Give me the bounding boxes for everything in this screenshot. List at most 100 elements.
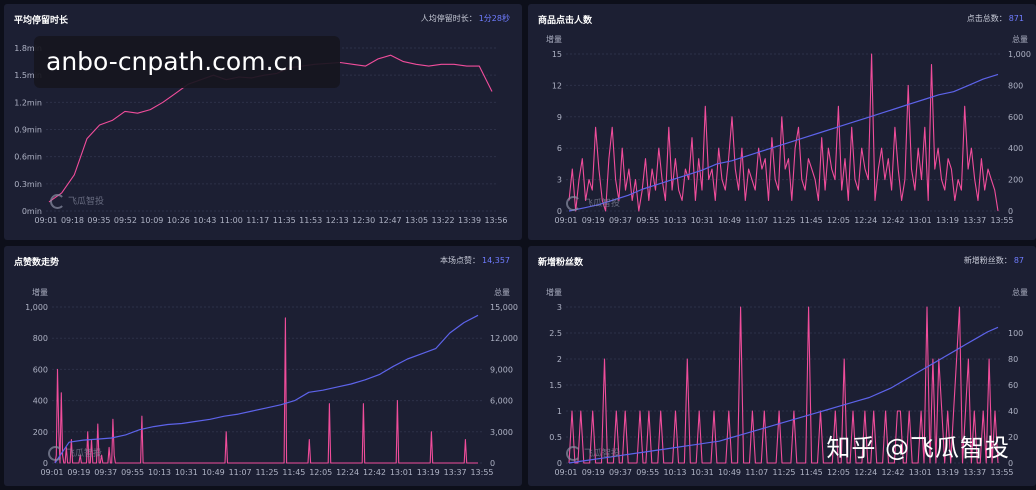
x-tick-label: 12:30 [352, 216, 375, 225]
x-tick-label: 13:01 [909, 468, 932, 477]
zhihu-credit: 知乎 @飞瓜智投 [826, 434, 1010, 462]
panel-stat: 新增粉丝数： 87 [964, 255, 1024, 266]
product-click-panel: 商品点击人数 点击总数： 871 0 0 3 200 6 400 9 600 12 800 15 1,0… [528, 4, 1036, 240]
avg-stay-chart: 0min 0.3min 0.6min 0.9min 1.2min 1.5min 1.8min… [14, 44, 507, 225]
url-watermark-banner: anbo-cnpath.com.cn [34, 36, 340, 88]
stat-value: 14,357 [482, 256, 510, 265]
x-tick-label: 10:49 [202, 468, 225, 477]
panel-stat: 点击总数： 871 [967, 13, 1024, 24]
x-tick-label: 11:25 [772, 468, 795, 477]
y2-tick-label: 0 [1008, 207, 1013, 216]
x-tick-label: 13:05 [405, 216, 428, 225]
y-tick-label: 200 [33, 428, 48, 437]
x-tick-label: 10:49 [718, 468, 741, 477]
x-tick-label: 09:37 [609, 468, 632, 477]
x-tick-label: 09:37 [609, 216, 632, 225]
stat-label: 本场点赞： [440, 256, 480, 265]
x-tick-label: 11:53 [299, 216, 322, 225]
x-tick-label: 13:55 [990, 468, 1013, 477]
x-tick-label: 09:35 [87, 216, 110, 225]
new-fans-chart: 0 0 0.5 20 1 40 1.5 60 2 80 2.5 100 3 增量 总量 09:01 09:19 0… [546, 287, 1028, 477]
x-tick-label: 13:37 [963, 468, 986, 477]
y2-tick-label: 100 [1008, 329, 1023, 338]
x-tick-label: 09:55 [121, 468, 144, 477]
right-axis-title: 总量 [1012, 287, 1028, 297]
x-tick-label: 11:45 [800, 216, 823, 225]
x-tick-label: 12:13 [326, 216, 349, 225]
stat-label: 新增粉丝数： [963, 256, 1012, 265]
y2-tick-label: 800 [1008, 81, 1023, 90]
y-tick-label: 1.2min [14, 98, 42, 107]
likes-trend-chart: 0 0 200 3,000 400 6,000 600 9,000 800 12,000 1,000… [25, 287, 518, 477]
y2-tick-label: 12,000 [490, 334, 518, 343]
likes-trend-panel: 点赞数走势 本场点赞： 14,357 0 0 200 3,000 400 6,000 600 9… [4, 246, 522, 486]
x-tick-label: 11:07 [745, 216, 768, 225]
y2-tick-label: 0 [490, 459, 495, 468]
y2-tick-label: 15,000 [490, 303, 518, 312]
y2-tick-label: 20 [1008, 433, 1018, 442]
stat-label: 点击总数： [966, 14, 1007, 23]
panel-title: 平均停留时长 [14, 16, 69, 26]
x-tick-label: 10:31 [175, 468, 198, 477]
right-axis-title: 总量 [494, 287, 510, 297]
y2-tick-label: 0 [1008, 459, 1013, 468]
y-tick-label: 1.5 [549, 381, 562, 390]
watermark: 飞瓜智投 [566, 446, 620, 461]
x-tick-label: 11:45 [800, 468, 823, 477]
x-tick-label: 13:37 [444, 468, 467, 477]
y-tick-label: 12 [552, 81, 562, 90]
x-tick-label: 09:01 [40, 468, 63, 477]
left-axis-title: 增量 [32, 287, 48, 297]
y-tick-label: 1,000 [25, 303, 48, 312]
x-tick-label: 09:01 [554, 468, 577, 477]
increment-series-line [54, 317, 478, 464]
x-tick-label: 10:26 [167, 216, 190, 225]
x-tick-label: 13:19 [417, 468, 440, 477]
y2-tick-label: 9,000 [490, 365, 513, 374]
x-tick-label: 12:47 [379, 216, 402, 225]
x-tick-label: 10:09 [140, 216, 163, 225]
y-tick-label: 600 [33, 365, 48, 374]
x-tick-label: 09:01 [554, 216, 577, 225]
stat-value: 87 [1013, 256, 1024, 265]
x-tick-label: 09:19 [582, 216, 605, 225]
x-tick-label: 12:42 [363, 468, 386, 477]
y-tick-label: 6 [557, 144, 562, 153]
x-tick-label: 12:24 [854, 468, 877, 477]
feigua-logo-icon [566, 446, 581, 461]
x-tick-label: 10:31 [691, 216, 714, 225]
x-tick-label: 11:25 [772, 216, 795, 225]
x-tick-label: 10:49 [718, 216, 741, 225]
watermark: 飞瓜智投 [50, 194, 104, 209]
y2-tick-label: 400 [1008, 144, 1023, 153]
x-tick-label: 12:24 [854, 216, 877, 225]
x-tick-label: 12:24 [336, 468, 359, 477]
y-tick-label: 0.6min [14, 153, 42, 162]
panel-title: 商品点击人数 [538, 16, 593, 26]
watermark: 飞瓜智投 [566, 196, 620, 211]
watermark: 飞瓜智投 [48, 446, 102, 461]
x-tick-label: 11:45 [282, 468, 305, 477]
x-tick-label: 10:13 [148, 468, 171, 477]
stat-value: 1分28秒 [478, 14, 510, 23]
y2-tick-label: 600 [1008, 113, 1023, 122]
x-tick-label: 11:00 [220, 216, 243, 225]
y-tick-label: 800 [33, 334, 48, 343]
new-fans-panel: 新增粉丝数 新增粉丝数： 87 0 0 0.5 20 1 40 1.5 60 2 80 2.5 100 3… [528, 246, 1036, 486]
panel-stat: 本场点赞： 14,357 [440, 255, 510, 266]
right-axis-title: 总量 [1012, 34, 1028, 44]
y-tick-label: 0.5 [549, 433, 562, 442]
x-tick-label: 10:13 [663, 216, 686, 225]
x-tick-label: 09:01 [34, 216, 57, 225]
y-tick-label: 2.5 [549, 329, 562, 338]
total-series-line [568, 73, 999, 212]
left-axis-title: 增量 [546, 287, 562, 297]
stat-value: 871 [1008, 14, 1024, 23]
x-tick-label: 13:19 [936, 468, 959, 477]
y-tick-label: 400 [33, 397, 48, 406]
x-tick-label: 13:19 [936, 216, 959, 225]
y2-tick-label: 1,000 [1008, 50, 1031, 59]
total-series-line [568, 326, 999, 464]
y2-tick-label: 6,000 [490, 397, 513, 406]
y2-tick-label: 80 [1008, 355, 1018, 364]
